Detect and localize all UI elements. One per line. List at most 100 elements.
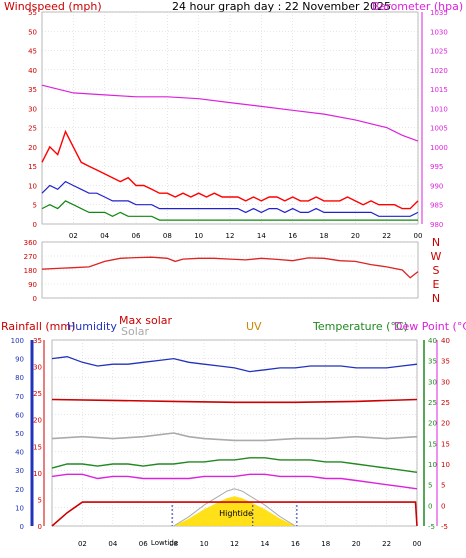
humidity-y-tick-label: 80	[15, 374, 24, 382]
high-tide-label: Hightide	[219, 509, 253, 518]
humidity-y-tick-label: 20	[15, 486, 24, 494]
x-tick-label: 14	[260, 540, 269, 548]
temperature-series-line	[51, 457, 418, 473]
direction-series-line	[41, 256, 419, 279]
wind-y-tick-label: 25	[28, 125, 37, 133]
compass-label: N	[432, 292, 440, 305]
dewpoint-y-tick-label: 15	[441, 440, 450, 448]
x-tick-label: 16	[288, 232, 297, 240]
barometer-y-tick-label: 1030	[430, 28, 448, 36]
dewpoint-y-tick-label: 25	[441, 399, 450, 407]
barometer-series-line	[41, 84, 419, 142]
x-tick-label: 08	[163, 232, 172, 240]
wind-y-tick-label: 10	[28, 182, 37, 190]
dewpoint-series-line	[51, 473, 418, 490]
rain-y-tick-label: 35	[33, 337, 42, 345]
rain-y-tick-label: 30	[33, 364, 42, 372]
x-tick-label: 22	[382, 540, 391, 548]
wind-y-tick-label: 30	[28, 105, 37, 113]
barometer-y-tick-label: 1005	[430, 125, 448, 133]
solar-series-line	[51, 432, 418, 442]
compass-label: N	[432, 236, 440, 249]
rain-y-tick-label: 0	[38, 523, 42, 531]
x-tick-label: 18	[321, 540, 330, 548]
direction-y-tick-label: 0	[33, 295, 37, 303]
direction-y-tick-label: 360	[24, 239, 37, 247]
temperature-y-tick-label: 35	[428, 358, 437, 366]
solar-radiation-area	[173, 496, 296, 526]
barometer-title: Barometer (hpa)	[372, 0, 463, 13]
wind-y-tick-label: 5	[33, 202, 37, 210]
x-tick-label: 20	[352, 540, 361, 548]
wind-y-tick-label: 0	[33, 221, 37, 229]
temperature-y-tick-label: 10	[428, 461, 437, 469]
wind-y-tick-label: 50	[28, 28, 37, 36]
humidity-y-tick-label: 0	[20, 523, 24, 531]
temperature-y-tick-label: 15	[428, 440, 437, 448]
direction-y-tick-label: 270	[24, 253, 37, 261]
humidity-y-tick-label: 100	[11, 337, 24, 345]
barometer-y-tick-label: 1025	[430, 48, 448, 56]
x-tick-label: 10	[194, 232, 203, 240]
wind-y-tick-label: 20	[28, 144, 37, 152]
x-tick-label: 06	[139, 540, 148, 548]
x-tick-label: 06	[132, 232, 141, 240]
wind-low-series-line	[41, 200, 418, 221]
temperature-y-tick-label: 5	[428, 482, 432, 490]
x-tick-label: 18	[320, 232, 329, 240]
rain-y-tick-label: 15	[33, 443, 42, 451]
temperature-y-tick-label: 0	[428, 502, 432, 510]
wind-y-tick-label: 45	[28, 48, 37, 56]
rain-y-tick-label: 5	[38, 496, 42, 504]
barometer-y-tick-label: 1000	[430, 144, 448, 152]
barometer-y-tick-label: 980	[430, 221, 443, 229]
humidity-y-tick-label: 30	[15, 467, 24, 475]
humidity-series-line	[51, 356, 418, 373]
humidity-y-tick-label: 50	[15, 430, 24, 438]
max-solar-series-line	[51, 398, 418, 404]
wind-y-tick-label: 40	[28, 67, 37, 75]
uv-label: UV	[246, 320, 262, 333]
humidity-y-tick-label: 90	[15, 356, 24, 364]
dewpoint-y-tick-label: 5	[441, 482, 445, 490]
humidity-y-tick-label: 10	[15, 504, 24, 512]
x-tick-label: 12	[226, 232, 235, 240]
dewpoint-label: Dew Point (°C)	[394, 320, 466, 333]
barometer-y-tick-label: 1015	[430, 86, 448, 94]
temperature-label: Temperature (°C)	[312, 320, 408, 333]
rain-y-tick-label: 20	[33, 417, 42, 425]
x-tick-label: 22	[382, 232, 391, 240]
temperature-y-tick-label: -5	[428, 523, 435, 531]
dewpoint-y-tick-label: 35	[441, 358, 450, 366]
rainfall-label: Rainfall (mm)	[1, 320, 75, 333]
barometer-y-tick-label: 985	[430, 202, 443, 210]
dewpoint-y-tick-label: 40	[441, 337, 450, 345]
compass-label: S	[433, 264, 440, 277]
wind-y-tick-label: 35	[28, 86, 37, 94]
low-tide-label: Lowtide	[151, 539, 178, 547]
barometer-y-tick-label: 1020	[430, 67, 448, 75]
dewpoint-y-tick-label: 20	[441, 420, 450, 428]
x-tick-label: 14	[257, 232, 266, 240]
wind-y-tick-label: 55	[28, 9, 37, 17]
x-tick-label: 02	[78, 540, 87, 548]
dewpoint-y-tick-label: -5	[441, 523, 448, 531]
compass-label: W	[431, 250, 442, 263]
barometer-y-tick-label: 995	[430, 163, 443, 171]
temperature-y-tick-label: 20	[428, 420, 437, 428]
max-solar-arc-line	[173, 488, 296, 527]
x-tick-label: 08	[169, 540, 178, 548]
x-tick-label: 00	[414, 232, 423, 240]
temperature-y-tick-label: 25	[428, 399, 437, 407]
x-tick-label: 04	[108, 540, 117, 548]
windspeed-series-line	[41, 180, 419, 217]
solar-label: Solar	[121, 325, 150, 338]
temperature-y-tick-label: 40	[428, 337, 437, 345]
compass-label: E	[433, 278, 440, 291]
dewpoint-y-tick-label: 30	[441, 378, 450, 386]
x-tick-label: 20	[351, 232, 360, 240]
gust-series-line	[41, 129, 419, 210]
